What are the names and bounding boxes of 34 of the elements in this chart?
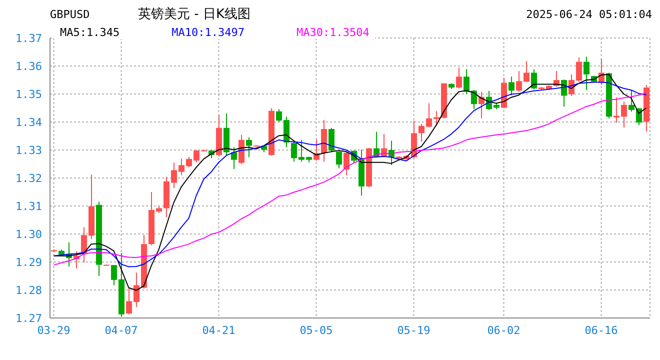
- y-tick-label: 1.34: [16, 116, 42, 129]
- text: MA10:1.3497: [172, 26, 244, 39]
- candlestick: [328, 127, 334, 153]
- candlestick: [456, 67, 462, 89]
- y-tick-label: 1.32: [16, 172, 42, 185]
- y-tick-label: 1.28: [16, 284, 42, 297]
- candlestick: [238, 134, 244, 164]
- y-tick-label: 1.30: [16, 228, 42, 241]
- chart-subtitle: GBPUSD: [50, 8, 90, 21]
- candlestick: [336, 150, 342, 169]
- x-tick-label: 05-19: [397, 324, 430, 337]
- x-tick-label: 05-05: [300, 324, 333, 337]
- candlestick: [344, 151, 350, 176]
- y-tick-label: 1.29: [16, 256, 42, 269]
- y-tick-label: 1.35: [16, 88, 42, 101]
- y-tick-label: 1.37: [16, 32, 42, 45]
- candlestick: [508, 76, 514, 96]
- y-tick-label: 1.36: [16, 60, 42, 73]
- candlestick: [531, 68, 537, 90]
- y-tick-label: 1.31: [16, 200, 42, 213]
- chart-title: 英镑美元 - 日K线图: [138, 6, 250, 23]
- x-tick-label: 03-29: [37, 324, 70, 337]
- candlestick: [584, 56, 590, 91]
- candlestick: [246, 136, 252, 158]
- text: 2025-06-24 05:01:04: [526, 8, 652, 21]
- x-tick-label: 06-16: [584, 324, 618, 337]
- candlestick: [231, 146, 237, 170]
- x-tick-label: 04-07: [104, 324, 138, 337]
- x-tick-label: 06-02: [487, 324, 520, 337]
- text: MA30:1.3504: [296, 26, 370, 39]
- x-tick-label: 04-21: [202, 324, 236, 337]
- y-tick-label: 1.33: [16, 144, 42, 157]
- text: MA5:1.345: [60, 26, 120, 39]
- y-tick-label: 1.27: [16, 312, 42, 325]
